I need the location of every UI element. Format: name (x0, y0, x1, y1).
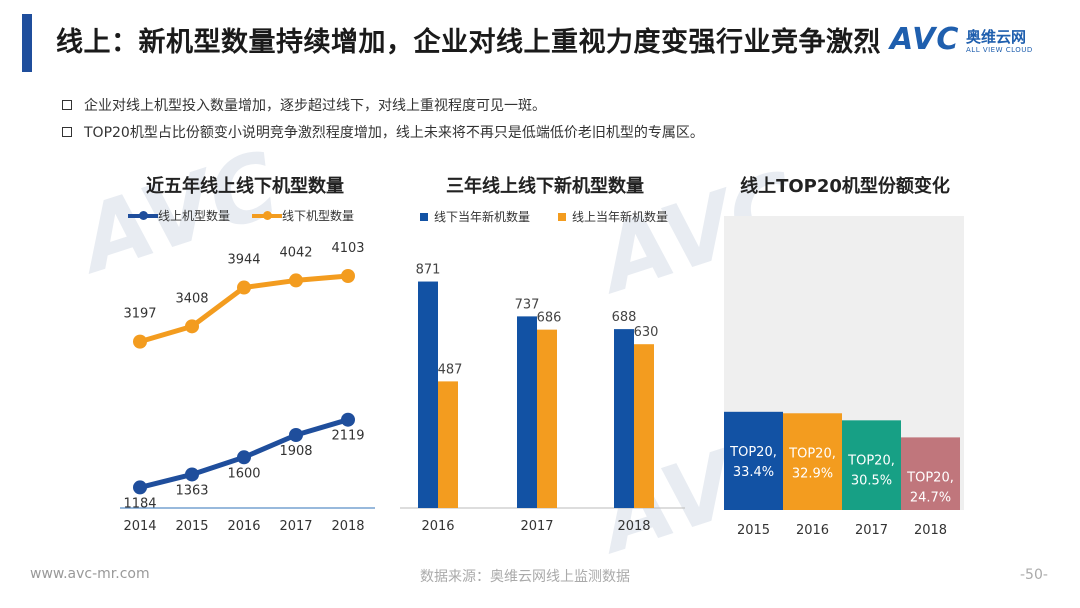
chart1-legend-item: 线下机型数量 (252, 207, 354, 224)
legend-swatch-icon (420, 212, 428, 221)
data-label: 1363 (175, 483, 208, 498)
bar (901, 437, 960, 510)
legend-line-icon (128, 210, 158, 220)
chart2-legend-item: 线上当年新机数量 (558, 208, 668, 225)
data-label: 2119 (331, 429, 364, 444)
share-bar-chart: TOP20, 33.4% 2015 TOP20, 32.9% 2016 TOP20, 30.5… (724, 216, 964, 538)
data-point (289, 427, 303, 442)
square-bullet-icon (62, 127, 72, 137)
data-point (133, 334, 147, 349)
data-point (185, 467, 199, 482)
x-tick-label: 2016 (796, 523, 829, 538)
brand-logo: AVC 奥维云网 ALL VIEW CLOUD (890, 22, 1060, 68)
legend-line-icon (252, 210, 282, 220)
data-label: TOP20, (729, 445, 777, 460)
data-label: 3408 (175, 291, 208, 306)
x-tick-label: 2018 (331, 519, 364, 534)
data-point (289, 273, 303, 288)
footer-source: 数据来源：奥维云网线上监测数据 (420, 569, 630, 585)
logo-mark: AVC (890, 22, 960, 57)
bar (438, 381, 458, 508)
legend-label: 线下当年新机数量 (434, 210, 531, 224)
x-tick-label: 2017 (520, 519, 553, 534)
data-label: 487 (438, 362, 463, 377)
chart2-title: 三年线上线下新机型数量 (446, 176, 644, 197)
chart1-title: 近五年线上线下机型数量 (146, 176, 344, 197)
chart1-legend-item: 线上机型数量 (128, 207, 230, 224)
data-label: 3197 (123, 307, 156, 322)
bar (537, 329, 557, 508)
data-point (237, 280, 251, 295)
bar (842, 420, 901, 510)
x-tick-label: 2018 (617, 519, 650, 534)
data-point (237, 450, 251, 465)
data-point (341, 412, 355, 427)
bullet-item: 企业对线上机型投入数量增加，逐步超过线下，对线上重视程度可见一斑。 (62, 94, 704, 121)
x-tick-label: 2017 (855, 523, 888, 538)
bar (634, 344, 654, 508)
data-label: 871 (416, 263, 441, 278)
bar (724, 411, 783, 510)
data-label: 686 (537, 311, 562, 326)
bar (418, 281, 438, 508)
data-label: 630 (634, 325, 659, 340)
data-label: 688 (612, 310, 637, 325)
legend-label: 线上机型数量 (158, 209, 231, 223)
data-label: 4103 (331, 241, 364, 256)
bullet-text: TOP20机型占比份额变小说明竞争激烈程度增加，线上未来将不再只是低端低价老旧机… (84, 125, 704, 141)
data-point (133, 480, 147, 495)
chart3-title: 线上TOP20机型份额变化 (740, 176, 950, 197)
bullet-text: 企业对线上机型投入数量增加，逐步超过线下，对线上重视程度可见一斑。 (84, 98, 546, 114)
chart2-legend-item: 线下当年新机数量 (420, 208, 530, 225)
data-label: 3944 (227, 253, 260, 268)
logo-english-name: ALL VIEW CLOUD (966, 46, 1033, 54)
bar (517, 316, 537, 508)
legend-label: 线下机型数量 (282, 209, 355, 223)
title-accent-bar (22, 14, 32, 72)
data-label: 737 (515, 297, 540, 312)
logo-chinese-name: 奥维云网 (966, 28, 1027, 46)
page-title: 线上：新机型数量持续增加，企业对线上重视力度变强行业竞争激烈 (56, 27, 881, 58)
data-label: TOP20, (906, 470, 954, 485)
data-label: 4042 (279, 245, 312, 260)
footer-website: www.avc-mr.com (30, 566, 150, 582)
x-tick-label: 2015 (737, 523, 770, 538)
line-chart: 2014 2015 2016 2017 2018 1184 1363 1600 1908 2119… (120, 241, 375, 534)
data-point (341, 268, 355, 283)
data-label: TOP20, (847, 453, 895, 468)
legend-label: 线上当年新机数量 (572, 210, 669, 224)
bullet-list: 企业对线上机型投入数量增加，逐步超过线下，对线上重视程度可见一斑。 TOP20机… (62, 94, 704, 148)
data-label: 24.7% (910, 490, 951, 505)
data-label: 33.4% (733, 465, 774, 480)
bar (783, 413, 842, 510)
x-tick-label: 2018 (914, 523, 947, 538)
data-point (185, 319, 199, 334)
x-tick-label: 2015 (175, 519, 208, 534)
x-tick-label: 2016 (227, 519, 260, 534)
data-label: 1600 (227, 466, 260, 481)
data-label: 1184 (123, 496, 156, 511)
bar (614, 329, 634, 508)
data-label: 1908 (279, 444, 312, 459)
legend-swatch-icon (558, 212, 566, 221)
data-label: TOP20, (788, 446, 836, 461)
x-tick-label: 2016 (421, 519, 454, 534)
x-tick-label: 2014 (123, 519, 156, 534)
data-label: 32.9% (792, 466, 833, 481)
bullet-item: TOP20机型占比份额变小说明竞争激烈程度增加，线上未来将不再只是低端低价老旧机… (62, 121, 704, 148)
x-tick-label: 2017 (279, 519, 312, 534)
square-bullet-icon (62, 100, 72, 110)
footer-page-number: -50- (1020, 567, 1048, 583)
data-label: 30.5% (851, 473, 892, 488)
